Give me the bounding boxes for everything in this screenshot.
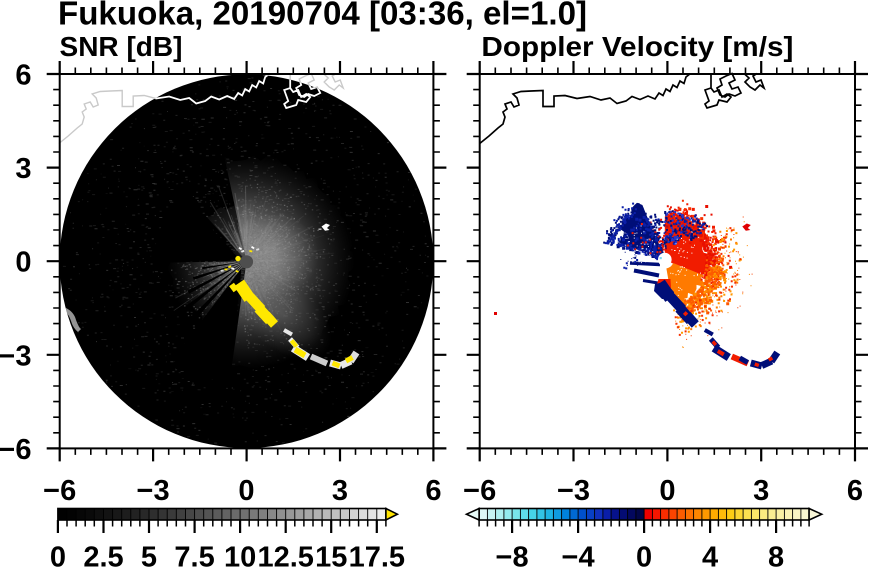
svg-text:8: 8: [768, 542, 784, 570]
svg-text:12.5: 12.5: [257, 542, 313, 570]
svg-text:Fukuoka, 20190704 [03:36, el=1: Fukuoka, 20190704 [03:36, el=1.0]: [58, 0, 587, 32]
svg-text:−6: −6: [463, 475, 496, 507]
svg-text:10: 10: [224, 542, 256, 570]
svg-text:6: 6: [425, 475, 441, 507]
svg-text:2.5: 2.5: [83, 542, 123, 570]
svg-text:3: 3: [753, 475, 769, 507]
svg-text:−4: −4: [562, 542, 595, 570]
svg-text:15: 15: [315, 542, 347, 570]
svg-text:−3: −3: [137, 475, 170, 507]
svg-text:3: 3: [332, 475, 348, 507]
svg-text:−6: −6: [43, 475, 76, 507]
svg-text:Doppler Velocity [m/s]: Doppler Velocity [m/s]: [481, 31, 793, 62]
svg-text:−3: −3: [557, 475, 590, 507]
svg-text:−3: −3: [0, 340, 32, 372]
svg-text:−8: −8: [496, 542, 529, 570]
svg-text:0: 0: [238, 475, 254, 507]
svg-text:6: 6: [847, 475, 863, 507]
svg-text:6: 6: [15, 60, 31, 92]
svg-text:0: 0: [15, 247, 31, 279]
svg-text:5: 5: [141, 542, 157, 570]
svg-text:−6: −6: [0, 434, 32, 466]
svg-text:3: 3: [15, 153, 31, 185]
svg-text:0: 0: [50, 542, 66, 570]
svg-text:SNR [dB]: SNR [dB]: [60, 31, 183, 62]
svg-text:4: 4: [702, 542, 718, 570]
svg-text:7.5: 7.5: [174, 542, 214, 570]
svg-text:0: 0: [636, 542, 652, 570]
svg-text:17.5: 17.5: [349, 542, 405, 570]
svg-text:0: 0: [659, 475, 675, 507]
